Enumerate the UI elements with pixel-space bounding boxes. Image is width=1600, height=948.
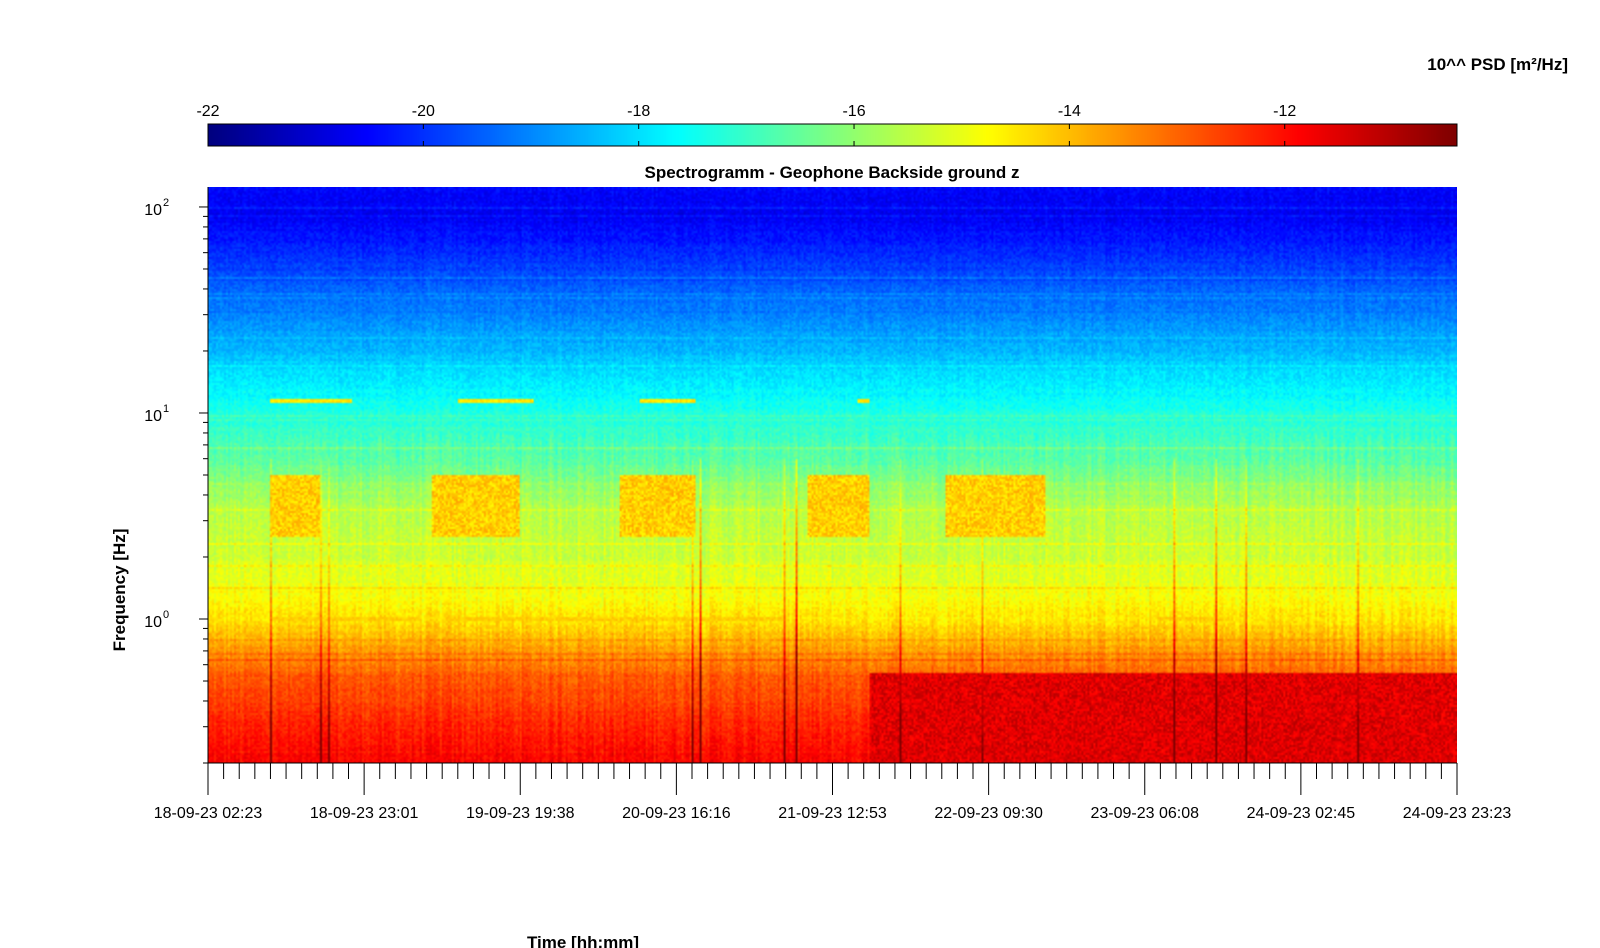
y-tick-label-base: 10 [144,202,162,219]
y-tick-label-exponent: 0 [163,609,169,621]
colorbar-frame [207,123,1458,147]
x-tick-label: 23-09-23 06:08 [1090,805,1199,822]
x-tick-label: 18-09-23 23:01 [310,805,419,822]
y-tick-label-base: 10 [144,614,162,631]
chart-title: Spectrogramm - Geophone Backside ground … [644,163,1019,182]
x-tick-label: 20-09-23 16:16 [622,805,731,822]
x-tick-label: 24-09-23 23:23 [1403,805,1512,822]
colorbar-tick-label: -20 [412,103,435,120]
colorbar-tick-label: -12 [1273,103,1296,120]
x-tick-label: 18-09-23 02:23 [154,805,263,822]
colorbar: 10^^ PSD [m²/Hz] -22 -20 -18 -16 -14 -12 [196,55,1568,147]
x-axis-label: Time [hh:mm] [527,933,639,948]
x-tick-label: 21-09-23 12:53 [778,805,887,822]
colorbar-tick-label: -18 [627,103,650,120]
x-tick-label: 22-09-23 09:30 [934,805,1043,822]
colorbar-tick-label: -16 [842,103,865,120]
colorbar-tick-label: -22 [196,103,219,120]
colorbar-ticks [207,124,1286,146]
y-tick-label-base: 10 [144,408,162,425]
x-axis: 18-09-23 02:23 18-09-23 23:01 19-09-23 19:… [154,762,1512,822]
colorbar-label: 10^^ PSD [m²/Hz] [1427,55,1568,74]
y-axis-label: Frequency [Hz] [110,529,129,652]
x-tick-label: 24-09-23 02:45 [1247,805,1356,822]
colorbar-tick-label: -14 [1058,103,1081,120]
colorbar-tick-labels: -22 -20 -18 -16 -14 -12 [196,103,1296,120]
y-tick-label-exponent: 1 [163,403,169,415]
spectrogram-heatmap [208,187,1457,763]
x-tick-label: 19-09-23 19:38 [466,805,575,822]
y-tick-label-exponent: 2 [163,197,169,209]
colorbar-gradient [208,124,1457,146]
